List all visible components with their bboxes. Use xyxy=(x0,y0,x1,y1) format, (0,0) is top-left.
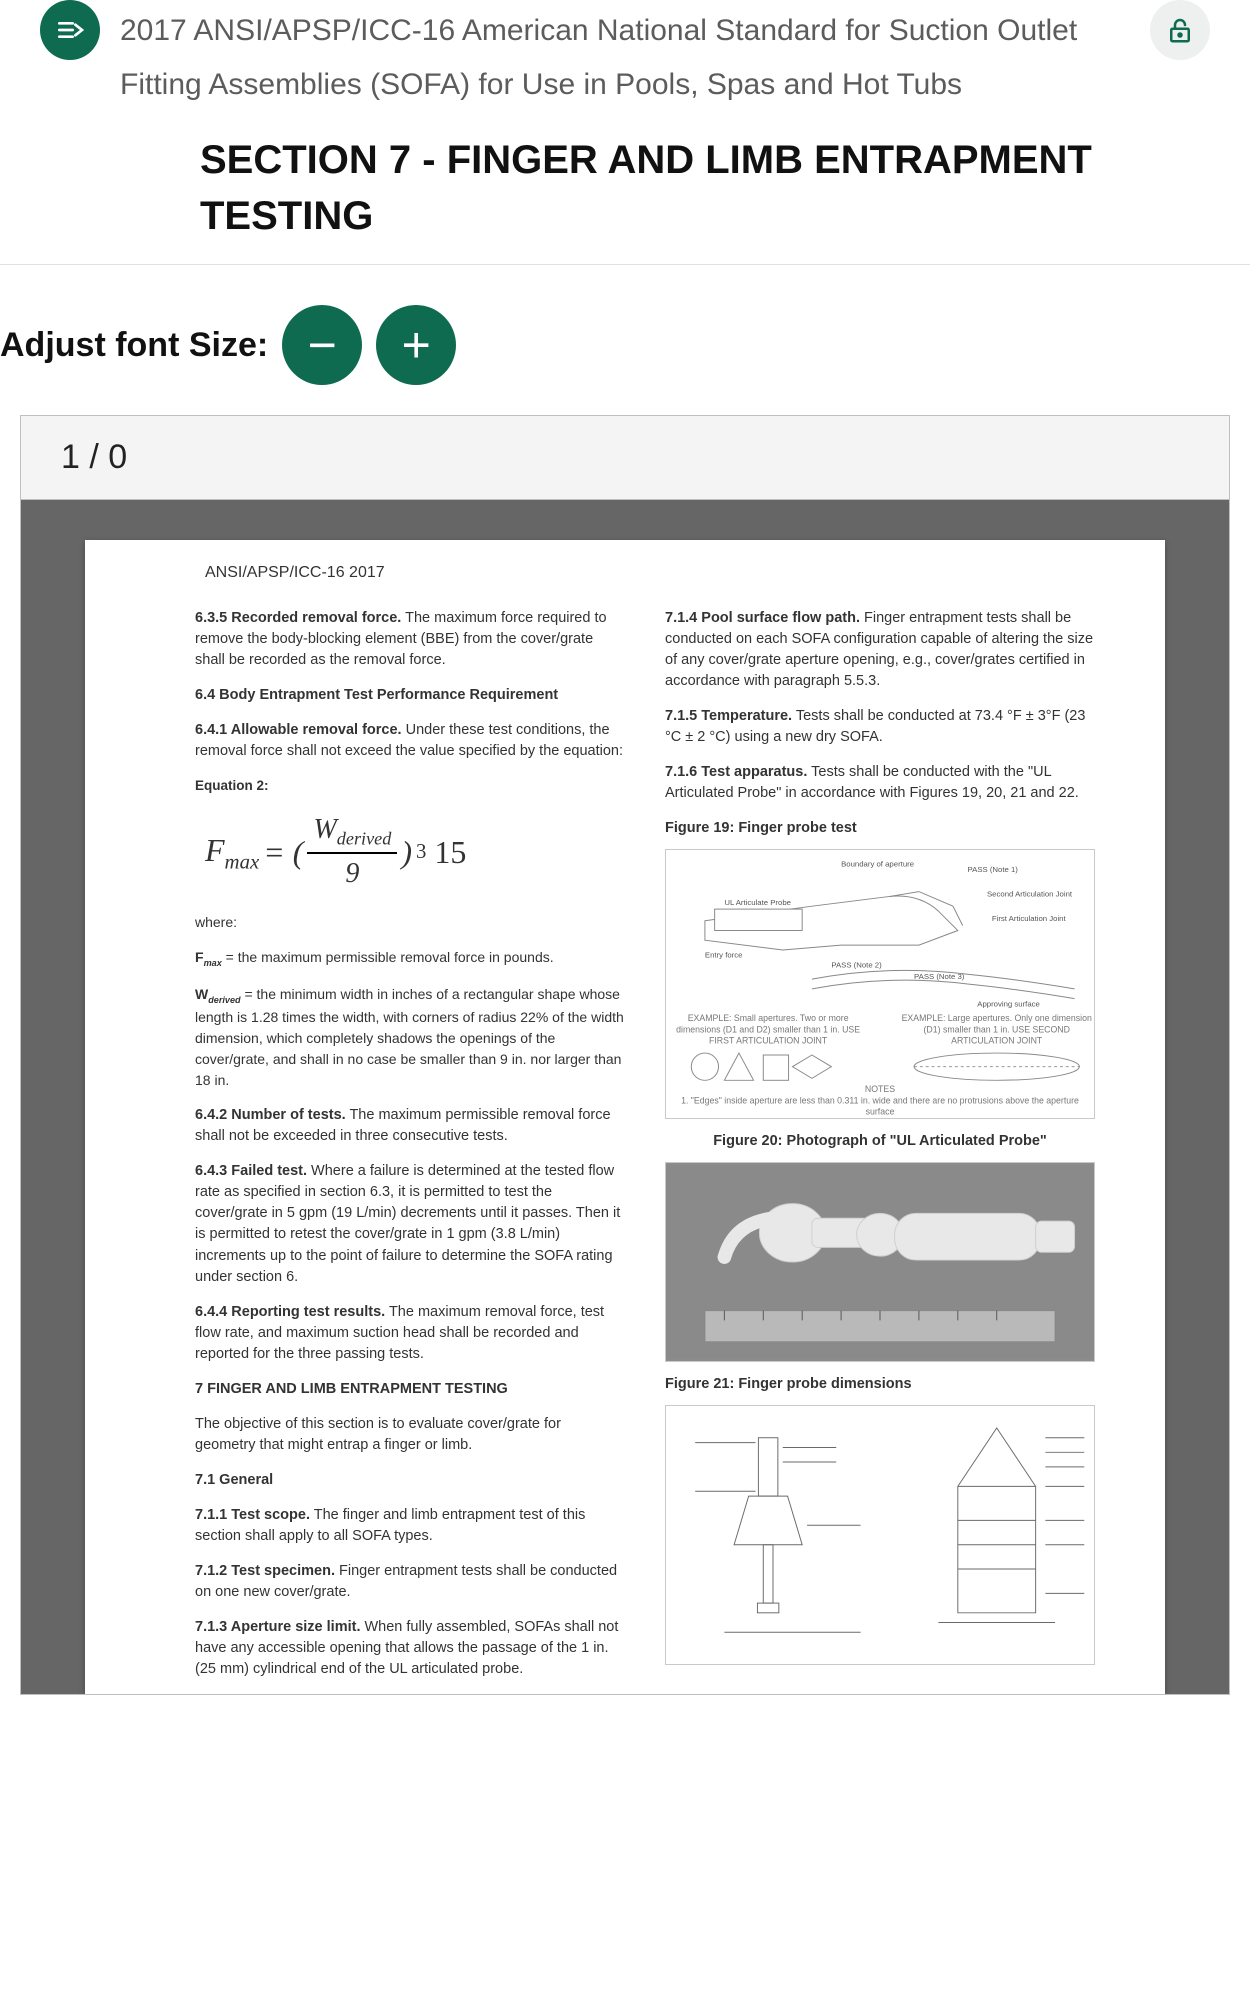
page-columns: 6.3.5 Recorded removal force. The maximu… xyxy=(155,608,1095,1694)
fig19-ex-small: EXAMPLE: Small apertures. Two or more di… xyxy=(671,1013,866,1046)
fig19-label-probe: UL Articulate Probe xyxy=(724,898,791,907)
equation-label: Equation 2: xyxy=(195,776,625,796)
viewer-toolbar: 1 / 0 xyxy=(21,416,1229,500)
figure-21-diagram xyxy=(666,1406,1094,1664)
fmax-sym: F xyxy=(195,949,204,965)
para-7-1-1-lead: 7.1.1 Test scope. xyxy=(195,1507,310,1523)
fig19-label-app-surf: Approving surface xyxy=(977,1000,1040,1009)
eq-equals: = ( xyxy=(263,829,303,875)
fig19-label-entry: Entry force xyxy=(705,951,743,960)
para-7-1-3: 7.1.3 Aperture size limit. When fully as… xyxy=(195,1617,625,1680)
menu-button[interactable] xyxy=(40,0,100,60)
para-6-4-3-lead: 6.4.3 Failed test. xyxy=(195,1163,307,1179)
decrease-font-button[interactable]: − xyxy=(282,305,362,385)
figure-19-diagram: Boundary of aperture PASS (Note 1) UL Ar… xyxy=(666,850,1094,1118)
figure-21 xyxy=(665,1405,1095,1665)
para-7-1-4-lead: 7.1.4 Pool surface flow path. xyxy=(665,610,860,626)
para-7-1-5-lead: 7.1.5 Temperature. xyxy=(665,708,792,724)
eq-mult: 15 xyxy=(434,829,466,875)
para-6-4-4-lead: 6.4.4 Reporting test results. xyxy=(195,1304,385,1320)
fig19-notes-head: NOTES xyxy=(865,1084,895,1094)
eq-lhs-sym: F xyxy=(205,832,225,868)
eq-lhs-sub: max xyxy=(225,850,260,873)
heading-7-1: 7.1 General xyxy=(195,1470,625,1491)
minus-icon: − xyxy=(308,320,337,370)
para-6-4-3-body: Where a failure is determined at the tes… xyxy=(195,1163,620,1284)
fig19-label-boundary: Boundary of aperture xyxy=(841,859,914,868)
fig19-label-pass2: PASS (Note 2) xyxy=(831,961,882,970)
right-column: 7.1.4 Pool surface flow path. Finger ent… xyxy=(665,608,1095,1694)
header: 2017 ANSI/APSP/ICC-16 American National … xyxy=(0,0,1250,265)
para-7-1-5: 7.1.5 Temperature. Tests shall be conduc… xyxy=(665,706,1095,748)
unlock-button[interactable] xyxy=(1150,0,1210,60)
pdf-viewer: 1 / 0 ANSI/APSP/ICC-16 2017 6.3.5 Record… xyxy=(20,415,1230,1695)
fmax-definition: Fmax = the maximum permissible removal f… xyxy=(195,947,625,970)
para-6-4-1: 6.4.1 Allowable removal force. Under the… xyxy=(195,720,625,762)
wder-sym: W xyxy=(195,986,208,1002)
font-size-toolbar: Adjust font Size: − + xyxy=(0,265,1250,415)
fig19-label-pass1: PASS (Note 1) xyxy=(968,865,1019,874)
para-6-4-2-lead: 6.4.2 Number of tests. xyxy=(195,1107,346,1123)
figure-19: Boundary of aperture PASS (Note 1) UL Ar… xyxy=(665,849,1095,1119)
plus-icon: + xyxy=(402,320,431,370)
para-6-4-2: 6.4.2 Number of tests. The maximum permi… xyxy=(195,1105,625,1147)
para-6-4-3: 6.4.3 Failed test. Where a failure is de… xyxy=(195,1161,625,1287)
eq-fraction: Wderived 9 xyxy=(307,810,397,895)
para-7-1-2: 7.1.2 Test specimen. Finger entrapment t… xyxy=(195,1561,625,1603)
increase-font-button[interactable]: + xyxy=(376,305,456,385)
fig19-label-pass3: PASS (Note 3) xyxy=(914,972,965,981)
para-6-3-5-lead: 6.3.5 Recorded removal force. xyxy=(195,610,401,626)
page: ANSI/APSP/ICC-16 2017 6.3.5 Recorded rem… xyxy=(85,540,1165,1694)
eq-num-sub: derived xyxy=(337,828,392,848)
eq-num-sym: W xyxy=(313,814,336,845)
para-7-intro: The objective of this section is to eval… xyxy=(195,1414,625,1456)
para-6-3-5: 6.3.5 Recorded removal force. The maximu… xyxy=(195,608,625,671)
fmax-text: = the maximum permissible removal force … xyxy=(222,949,554,965)
fmax-sub: max xyxy=(204,957,222,967)
heading-7: 7 FINGER AND LIMB ENTRAPMENT TESTING xyxy=(195,1379,625,1400)
para-7-1-6: 7.1.6 Test apparatus. Tests shall be con… xyxy=(665,762,1095,804)
where-label: where: xyxy=(195,912,625,932)
para-7-1-3-lead: 7.1.3 Aperture size limit. xyxy=(195,1619,360,1635)
left-column: 6.3.5 Recorded removal force. The maximu… xyxy=(155,608,625,1694)
eq-power: 3 xyxy=(416,837,426,867)
section-title: SECTION 7 - FINGER AND LIMB ENTRAPMENT T… xyxy=(200,132,1110,244)
wderived-definition: Wderived = the minimum width in inches o… xyxy=(195,984,625,1091)
document-title: 2017 ANSI/APSP/ICC-16 American National … xyxy=(120,0,1130,112)
page-indicator: 1 / 0 xyxy=(61,438,127,476)
eq-numerator: Wderived xyxy=(307,810,397,854)
fig19-label-first-art: First Articulation Joint xyxy=(992,914,1067,923)
figure-20 xyxy=(665,1162,1095,1362)
wder-sub: derived xyxy=(208,995,240,1005)
figure-19-title: Figure 19: Finger probe test xyxy=(665,818,1095,839)
header-row: 2017 ANSI/APSP/ICC-16 American National … xyxy=(40,0,1210,112)
para-6-4-1-lead: 6.4.1 Allowable removal force. xyxy=(195,722,402,738)
menu-arrow-icon xyxy=(54,14,86,46)
eq-lhs: Fmax xyxy=(205,827,259,878)
unlock-icon xyxy=(1165,15,1195,45)
fig19-ex-large: EXAMPLE: Large apertures. Only one dimen… xyxy=(899,1013,1094,1046)
para-7-1-1: 7.1.1 Test scope. The finger and limb en… xyxy=(195,1505,625,1547)
para-6-4-4: 6.4.4 Reporting test results. The maximu… xyxy=(195,1302,625,1365)
heading-6-4: 6.4 Body Entrapment Test Performance Req… xyxy=(195,685,625,706)
figure-20-title: Figure 20: Photograph of "UL Articulated… xyxy=(665,1131,1095,1152)
viewer-body[interactable]: ANSI/APSP/ICC-16 2017 6.3.5 Recorded rem… xyxy=(21,500,1229,1694)
wder-text: = the minimum width in inches of a recta… xyxy=(195,986,624,1088)
equation-2: Fmax = ( Wderived 9 )3 15 xyxy=(205,810,625,895)
running-header: ANSI/APSP/ICC-16 2017 xyxy=(205,564,1095,582)
figure-21-title: Figure 21: Finger probe dimensions xyxy=(665,1374,1095,1395)
eq-close: ) xyxy=(401,829,412,875)
para-7-1-6-lead: 7.1.6 Test apparatus. xyxy=(665,764,807,780)
fig19-notes: NOTES 1. "Edges" inside aperture are les… xyxy=(671,1084,1089,1118)
eq-denominator: 9 xyxy=(339,854,365,895)
font-size-label: Adjust font Size: xyxy=(0,326,268,365)
para-7-1-4: 7.1.4 Pool surface flow path. Finger ent… xyxy=(665,608,1095,692)
fig19-label-second-art: Second Articulation Joint xyxy=(987,890,1073,899)
para-7-1-2-lead: 7.1.2 Test specimen. xyxy=(195,1563,335,1579)
fig19-note1: 1. "Edges" inside aperture are less than… xyxy=(681,1096,1079,1117)
figure-20-photo xyxy=(666,1163,1094,1361)
